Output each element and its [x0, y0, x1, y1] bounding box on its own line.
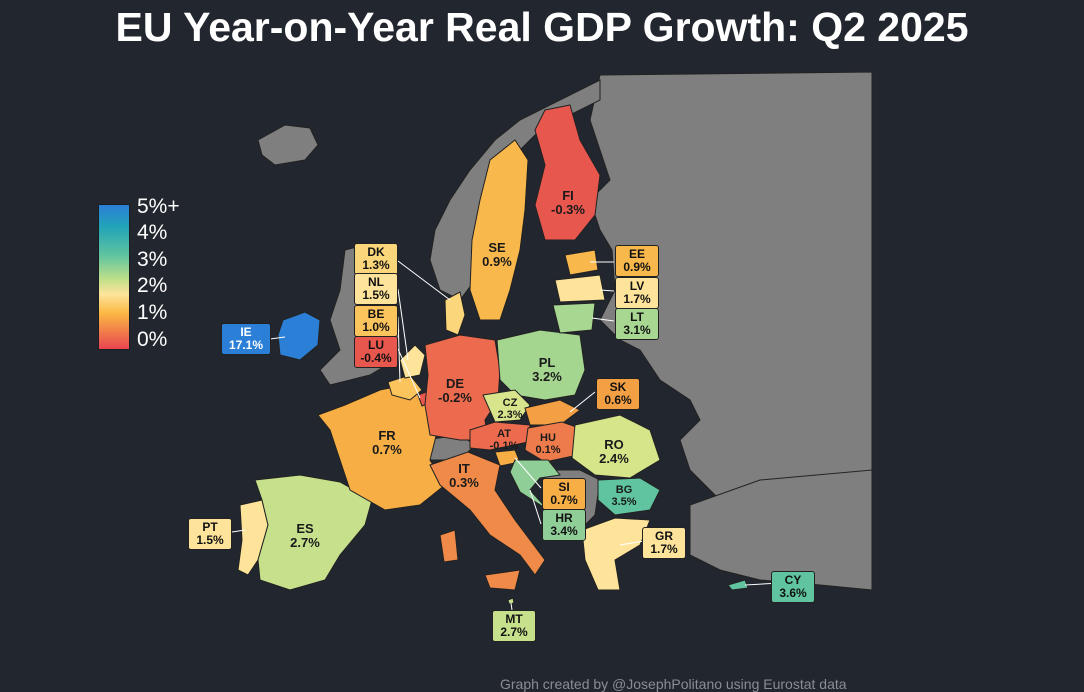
- country-se: [469, 139, 529, 321]
- label-dk: DK 1.3%: [354, 243, 398, 275]
- label-fi: FI -0.3%: [551, 188, 585, 217]
- label-pt: PT 1.5%: [188, 518, 232, 550]
- legend-tick-1: 1%: [137, 301, 168, 324]
- legend-tick-5: 5%+: [137, 195, 180, 218]
- country-dk: [444, 291, 466, 336]
- legend-tick-3: 3%: [137, 248, 168, 271]
- label-lu: LU -0.4%: [354, 336, 398, 368]
- label-fr: FR 0.7%: [372, 428, 402, 457]
- country-mt: [507, 597, 515, 605]
- country-gr: [581, 517, 651, 591]
- label-ee: EE 0.9%: [615, 245, 659, 277]
- legend-color-bar: [98, 204, 130, 350]
- label-be: BE 1.0%: [354, 305, 398, 337]
- label-de: DE -0.2%: [438, 376, 472, 405]
- country-it-sicily: [484, 569, 521, 591]
- label-it: IT 0.3%: [449, 461, 479, 490]
- country-fi: [534, 104, 601, 241]
- label-bg: BG 3.5%: [611, 484, 637, 508]
- legend-tick-0: 0%: [137, 328, 168, 351]
- label-hr: HR 3.4%: [542, 509, 586, 541]
- country-ee: [564, 249, 599, 276]
- non-eu-land-turkey: [689, 469, 873, 591]
- label-hu: HU 0.1%: [535, 432, 561, 456]
- label-at: AT -0.1%: [489, 428, 519, 452]
- country-lt: [552, 302, 596, 334]
- label-es: ES 2.7%: [290, 521, 320, 550]
- non-eu-land-iceland: [257, 124, 319, 166]
- label-si: SI 0.7%: [542, 478, 586, 510]
- label-cz: CZ 2.3%: [497, 397, 523, 421]
- label-lv: LV 1.7%: [615, 277, 659, 309]
- leader-lines: [231, 260, 781, 611]
- country-lv: [554, 274, 606, 303]
- country-ie: [277, 311, 321, 361]
- label-lt: LT 3.1%: [615, 308, 659, 340]
- label-ro: RO 2.4%: [599, 437, 629, 466]
- country-cy: [727, 579, 749, 591]
- country-sk: [524, 399, 581, 426]
- label-gr: GR 1.7%: [642, 527, 686, 559]
- legend-tick-2: 2%: [137, 274, 168, 297]
- label-se: SE 0.9%: [482, 240, 512, 269]
- country-it-sardinia: [439, 529, 459, 563]
- legend-tick-4: 4%: [137, 221, 168, 244]
- chart-title: EU Year-on-Year Real GDP Growth: Q2 2025: [115, 4, 969, 50]
- country-nl: [399, 344, 426, 379]
- label-pl: PL 3.2%: [532, 355, 562, 384]
- label-sk: SK 0.6%: [596, 378, 640, 410]
- country-cz: [482, 389, 531, 423]
- country-ro: [571, 414, 661, 479]
- label-ie: IE 17.1%: [221, 323, 271, 355]
- label-mt: MT 2.7%: [492, 610, 536, 642]
- label-cy: CY 3.6%: [771, 571, 815, 603]
- country-es: [254, 474, 373, 591]
- country-bg: [597, 477, 661, 516]
- label-nl: NL 1.5%: [354, 273, 398, 305]
- source-credit: Graph created by @JosephPolitano using E…: [500, 676, 847, 692]
- country-it: [429, 451, 546, 576]
- country-pl: [496, 329, 586, 401]
